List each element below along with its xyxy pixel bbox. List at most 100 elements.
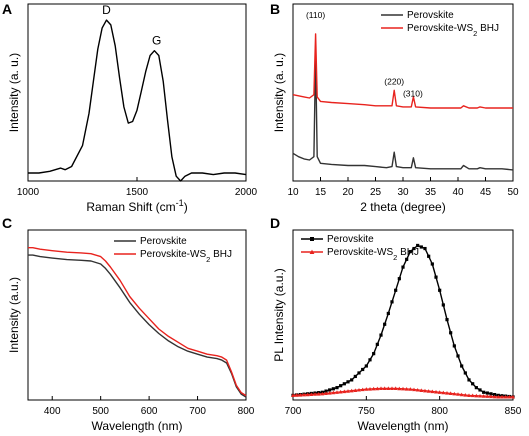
panel-d-series-2-marker [456,392,460,396]
panel-d-series-1-marker [328,388,332,392]
panel-b-xtick-label: 45 [480,187,492,198]
panel-d-series-1-marker [386,311,390,316]
panel-d-series-1-marker [401,265,405,269]
panel-d-series-1-marker [408,250,412,254]
panel-d-series-2-marker [426,389,431,393]
panel-d-series-1-marker [441,303,445,307]
panel-d-series-2-marker [371,386,376,391]
panel-d-series-2-marker [294,393,299,397]
panel-d-series-2-marker [404,386,409,391]
panel-d-series-1-marker [493,392,497,397]
panel-d-series-2-marker [305,392,310,397]
panel-d-series-2-marker [485,394,490,398]
panel-b-annotation-1: (110) [306,10,325,20]
panel-d-series-2-marker [408,387,413,391]
panel-d-series-1-marker [423,246,427,251]
panel-d-series-2-marker [357,387,361,392]
panel-b-ylabel: Intensity (a. u.) [272,53,286,132]
panel-d-series-2-marker [316,392,321,396]
panel-a-xtick-label: 2000 [235,187,258,198]
panel-d-series-2-marker [397,386,402,391]
panel-d-series-2-marker [419,388,424,392]
panel-d-series-1-marker [445,318,449,322]
panel-d-series-1-marker [372,352,376,356]
panel-d-series-1-marker [427,254,431,258]
panel-a-ylabel: Intensity (a. u.) [7,53,21,132]
panel-d-series-1-marker [331,387,335,391]
panel-d-series-2-marker [346,389,350,393]
panel-d-series-2-marker [459,392,464,397]
panel-d-series-2-marker [302,392,306,397]
panel-b-xtick-label: 30 [397,187,409,198]
panel-d-series-2-marker [291,393,295,397]
panel-b-xtick-label: 20 [342,187,354,198]
panel-a-frame [27,3,247,182]
panel-d-xtick-label: 700 [285,406,302,417]
panel-d-series-1-marker [368,358,372,362]
panel-d-series-2-marker [430,389,435,394]
panel-b-letter: B [270,1,280,17]
panel-d-series-1-marker [383,322,387,326]
panel-d-series-1-marker [456,354,460,358]
panel-d-series-1-marker [412,246,416,251]
panel-d-series-2-marker [386,386,391,391]
panel-b-series-2-line [292,33,513,109]
panel-d-series-1-marker [357,371,361,375]
panel-d-series-2-marker [309,392,314,396]
panel-d-series-1-marker [342,382,346,386]
panel-b-annotation-2: (220) [384,76,404,86]
panel-d-series-2-marker [342,389,347,394]
panel-d-series-2-marker [452,391,457,396]
panel-d-xtick-label: 800 [431,406,448,417]
panel-b-xtick-label: 15 [315,187,327,198]
panel-c-xtick-label: 700 [189,406,206,417]
panel-d-series-1-marker [324,389,328,393]
panel-d-series-1-marker [397,277,401,281]
panel-c-xlabel: Wavelength (nm) [92,419,183,433]
panel-c-legend-label-2: Perovskite-WS2 BHJ [140,249,232,264]
panel-d-series-1-marker [434,275,438,279]
panel-d-series-2-marker [441,390,446,395]
panel-d-series-1-marker [346,380,350,384]
panel-d-series-2-marker [331,390,336,395]
panel-c-xtick-label: 800 [238,406,255,417]
panel-d-legend-label-2: Perovskite-WS2 BHJ [327,247,419,262]
panel-d-series-1-marker [375,342,379,346]
panel-d-series-2-marker [492,394,497,399]
panel-d-series-2-marker [368,386,372,391]
panel-d-letter: D [270,215,280,231]
panel-d-series-2-marker [324,391,328,396]
panel-d-series-2-marker [364,387,369,391]
panel-d-series-2-marker [445,391,449,395]
panel-d-series-2-marker [401,386,405,391]
panel-d-ylabel: PL Intensity (a.u.) [272,268,286,362]
panel-d-series-1-marker [394,288,398,292]
panel-d-legend-marker-1 [310,237,314,241]
panel-d-series-1-marker [364,364,368,368]
panel-d-series-2-marker [489,394,493,399]
panel-d-series-1-marker [339,384,343,388]
panel-d-series-2-marker [390,386,394,391]
panel-d-series-1-marker [416,243,420,248]
panel-d-series-2-marker [434,389,438,394]
panel-c-xtick-label: 600 [141,406,158,417]
panel-d-series-2-marker [500,394,504,399]
panel-b-legend-label-1: Perovskite [407,10,454,21]
panel-b-xtick-label: 40 [452,187,464,198]
panel-c-ylabel: Intensity (a.u.) [7,277,21,353]
panel-d-series-1-marker [353,374,357,379]
panel-d-series-2-marker [327,391,332,395]
panel-d-series-2-marker [448,391,453,396]
panel-d-series-2-marker [349,388,354,393]
panel-a-annotation-2: G [152,34,161,48]
panel-b-xtick-label: 25 [370,187,382,198]
panel-d-series-2-marker [423,388,427,393]
panel-d-series-2-marker [393,386,398,391]
panel-d-series-2-marker [320,391,325,396]
panel-d-xlabel: Wavelength (nm) [358,419,449,433]
panel-c-xtick-label: 500 [92,406,109,417]
panel-c-legend-label-1: Perovskite [140,236,187,247]
panel-d-series-2-marker [496,394,501,399]
panel-c-xtick-label: 400 [44,406,61,417]
